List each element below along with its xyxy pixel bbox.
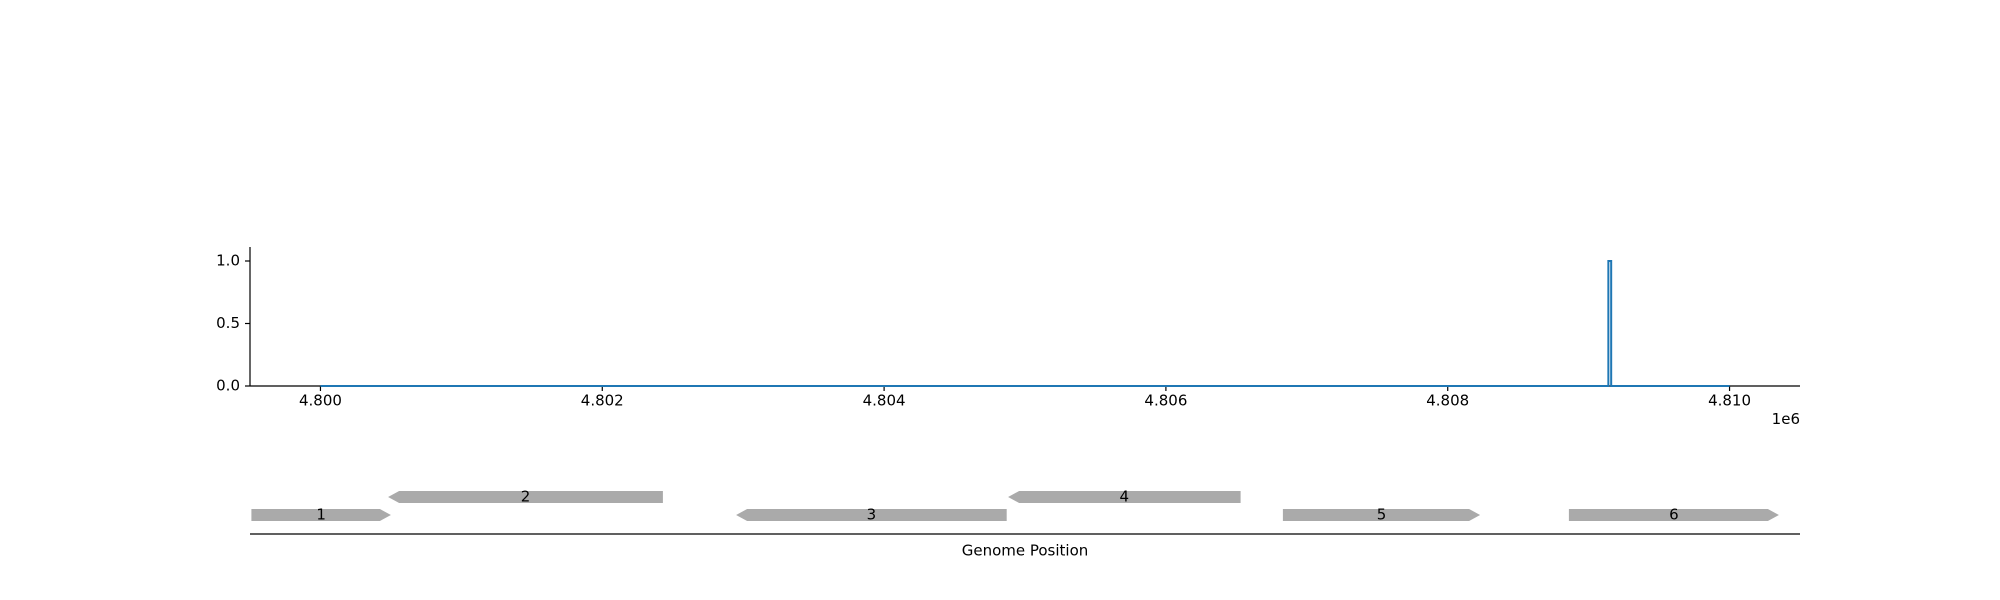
- gene-arrow: [736, 509, 1007, 521]
- gene-track-xlabel: Genome Position: [962, 542, 1089, 560]
- x-ticks: 4.800 4.802 4.804 4.806 4.808 4.810: [299, 386, 1751, 410]
- gene-feature: 1: [251, 506, 391, 524]
- gene-label: 3: [867, 506, 877, 524]
- gene-arrow: [388, 491, 663, 503]
- gene-arrow: [1008, 491, 1241, 503]
- y-tick-label: 0.5: [216, 314, 240, 332]
- y-tick-label: 0.0: [216, 377, 240, 395]
- series-line: [320, 260, 1730, 387]
- x-tick-label: 4.808: [1426, 392, 1469, 410]
- gene-arrow: [1568, 509, 1779, 521]
- gene-feature: 2: [388, 488, 663, 506]
- x-tick-label: 4.800: [299, 392, 342, 410]
- gene-label: 4: [1120, 488, 1130, 506]
- x-tick-label: 4.804: [863, 392, 906, 410]
- gene-feature: 3: [736, 506, 1007, 524]
- gene-track: 1 2 3 4 5 6 Genome Position: [250, 488, 1800, 560]
- gene-feature: 5: [1282, 506, 1481, 524]
- x-offset-label: 1e6: [1772, 410, 1800, 428]
- x-tick-label: 4.802: [581, 392, 624, 410]
- signal-plot: 0.0 0.5 1.0 4.800 4.802 4.804 4.806 4.808 4.810…: [216, 247, 1800, 428]
- gene-label: 6: [1669, 506, 1679, 524]
- x-tick-label: 4.810: [1708, 392, 1751, 410]
- gene-arrow: [1282, 509, 1481, 521]
- series-layer: [320, 260, 1730, 387]
- gene-feature: 6: [1568, 506, 1779, 524]
- y-ticks: 0.0 0.5 1.0: [216, 252, 250, 395]
- features-layer: 1 2 3 4 5 6: [251, 488, 1779, 524]
- gene-label: 2: [521, 488, 531, 506]
- gene-label: 1: [316, 506, 326, 524]
- gene-arrow: [251, 509, 391, 521]
- gene-feature: 4: [1008, 488, 1241, 506]
- y-tick-label: 1.0: [216, 252, 240, 270]
- x-tick-label: 4.806: [1144, 392, 1187, 410]
- gene-label: 5: [1377, 506, 1387, 524]
